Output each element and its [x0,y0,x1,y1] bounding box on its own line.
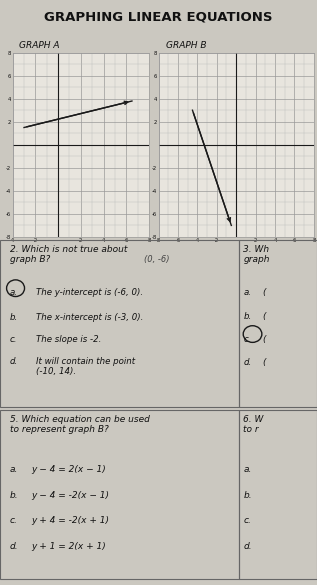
Text: d.: d. [10,542,18,551]
Text: b.: b. [10,491,18,500]
Text: b.: b. [243,312,251,321]
Text: y − 4 = -2(x − 1): y − 4 = -2(x − 1) [31,491,109,500]
Text: a.: a. [10,288,17,297]
Text: GRAPHING LINEAR EQUATIONS: GRAPHING LINEAR EQUATIONS [44,11,273,23]
Text: (: ( [262,312,266,321]
Text: d.: d. [243,542,252,551]
Text: y − 4 = 2(x − 1): y − 4 = 2(x − 1) [31,466,106,474]
Text: c.: c. [243,517,251,525]
Text: 6. W
to r: 6. W to r [243,415,264,434]
Text: a.: a. [243,466,252,474]
Text: GRAPH B: GRAPH B [166,41,207,50]
Text: (: ( [262,288,266,297]
Text: b.: b. [243,491,252,500]
Text: c.: c. [10,335,17,344]
Text: y + 4 = -2(x + 1): y + 4 = -2(x + 1) [31,517,109,525]
Text: The x-intercept is (-3, 0).: The x-intercept is (-3, 0). [36,313,143,322]
Text: c.: c. [10,517,17,525]
Text: a.: a. [10,466,18,474]
Text: (0, -6): (0, -6) [144,255,169,264]
Text: 5. Which equation can be used
to represent graph B?: 5. Which equation can be used to represe… [10,415,149,434]
Text: d.: d. [243,358,251,367]
Text: d.: d. [10,356,18,366]
Text: 2. Which is not true about
graph B?: 2. Which is not true about graph B? [10,245,127,264]
Text: c.: c. [243,335,251,344]
Text: GRAPH A: GRAPH A [20,41,60,50]
Text: The y-intercept is (-6, 0).: The y-intercept is (-6, 0). [36,288,143,297]
Text: (: ( [262,358,266,367]
Text: a.: a. [243,288,251,297]
Text: y + 1 = 2(x + 1): y + 1 = 2(x + 1) [31,542,106,551]
Text: 3. Wh
graph: 3. Wh graph [243,245,270,264]
Text: It will contain the point
(-10, 14).: It will contain the point (-10, 14). [36,356,135,376]
Text: The slope is -2.: The slope is -2. [36,335,101,344]
Text: b.: b. [10,313,18,322]
Text: (: ( [262,335,266,344]
